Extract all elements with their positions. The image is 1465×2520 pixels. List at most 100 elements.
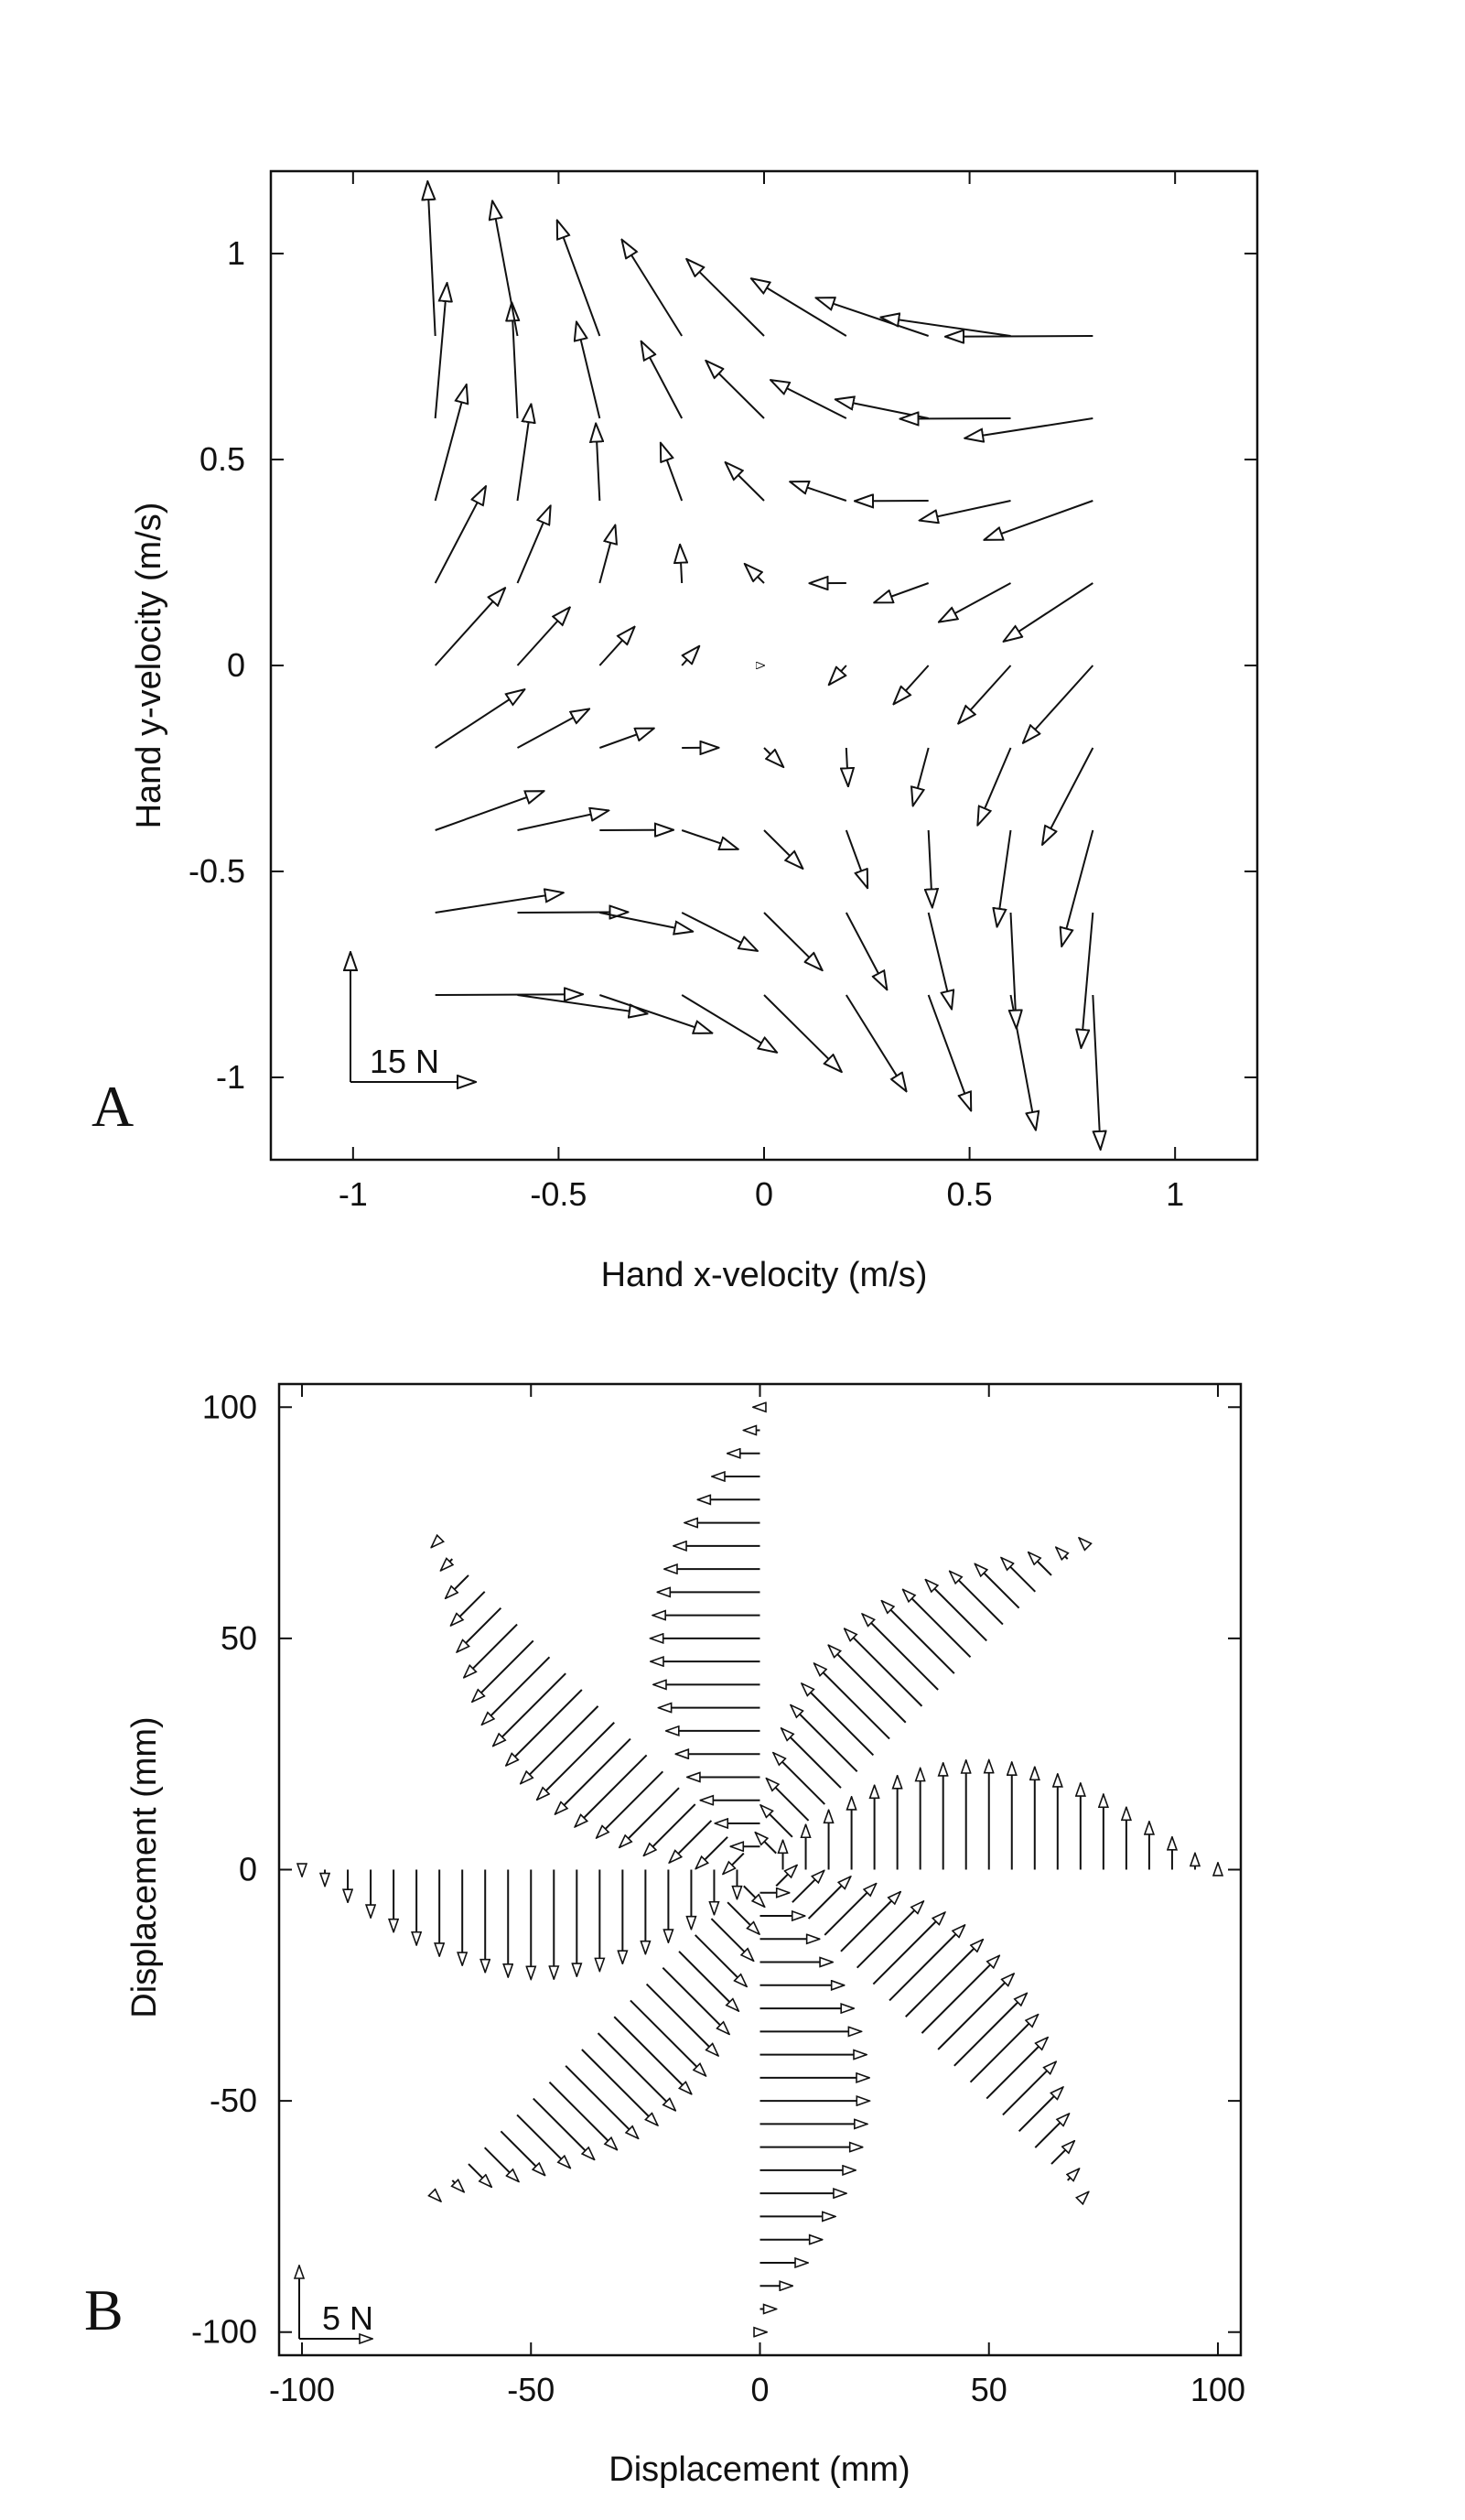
panel-a-scale-label: 15 N: [370, 1043, 439, 1080]
panel-b-xtick-label: 0: [750, 2371, 769, 2408]
panel-a-arrow: [435, 994, 583, 995]
panel-b-arrow: [969, 2015, 1039, 2083]
panel-a-arrow: [681, 994, 777, 1053]
panel-b-arrow: [464, 1623, 518, 1678]
panel-b-arrow: [452, 2180, 464, 2192]
panel-b-arrow: [1050, 2141, 1074, 2165]
panel-a-arrow: [763, 912, 823, 970]
panel-a-ytick-label: -1: [216, 1058, 245, 1096]
panel-b-ytick-label: 100: [202, 1388, 257, 1425]
panel-b-arrow: [446, 1574, 469, 1598]
panel-a-arrow: [726, 462, 765, 502]
panel-b-xlabel: Displacement (mm): [609, 2450, 910, 2489]
panel-b-arrow: [872, 1912, 944, 1985]
panel-a-arrow: [434, 283, 447, 419]
panel-b-arrow: [743, 1885, 765, 1907]
panel-b-arrow: [925, 1580, 987, 1642]
panel-b-frame: [277, 1382, 1243, 2357]
panel-a-ticks: [271, 171, 1257, 1160]
panel-b-arrow: [468, 2163, 491, 2187]
panel-b-arrow: [845, 1628, 923, 1707]
panel-a-arrow: [434, 588, 505, 666]
panel-b-arrow: [565, 2065, 638, 2138]
panel-b-arrow: [710, 1918, 753, 1961]
panel-b-arrow: [921, 1955, 999, 2034]
panel-a-arrow: [984, 500, 1093, 540]
panel-a-arrow: [945, 336, 1093, 337]
panel-b-arrow: [975, 1563, 1020, 1609]
panel-a-arrow: [977, 747, 1012, 826]
panel-b-arrow: [1002, 2061, 1056, 2116]
panel-b-arrow: [1029, 1552, 1052, 1576]
panel-b-arrow: [767, 1779, 810, 1822]
panel-a-xtick-label: 0: [755, 1175, 773, 1213]
panel-a-arrow: [1092, 994, 1100, 1150]
panel-a-arrow: [434, 384, 467, 502]
panel-a-arrow: [846, 747, 848, 786]
panel-a-arrow: [427, 181, 436, 337]
panel-b-arrow: [436, 2197, 441, 2201]
panel-b-arrow: [521, 1705, 599, 1784]
panel-a-arrow: [874, 582, 930, 602]
panel-b-arrow: [903, 1589, 972, 1658]
panel-a-arrow: [512, 302, 517, 419]
panel-a-arrow: [686, 259, 765, 337]
panel-a-xlabel: Hand x-velocity (m/s): [601, 1256, 928, 1294]
panel-a-arrow: [958, 665, 1012, 724]
panel-b-scale-label: 5 N: [322, 2299, 373, 2337]
panel-a-arrow: [900, 418, 1011, 419]
panel-a-arrow: [1004, 582, 1093, 642]
panel-b-arrow: [678, 1951, 738, 2011]
panel-b-force-arrows: [302, 1407, 1218, 2331]
panel-a-arrow: [435, 791, 544, 831]
panel-b-arrow: [755, 1833, 777, 1855]
panel-a-arrow: [770, 380, 847, 419]
panel-a-arrow: [680, 545, 682, 584]
panel-b-ylabel: Displacement (mm): [125, 1716, 164, 2017]
panel-a-arrow: [681, 912, 758, 951]
panel-b-arrow: [889, 1925, 964, 2002]
panel-b-arrow: [840, 1892, 900, 1952]
panel-a-arrow: [681, 829, 738, 849]
panel-a-arrow: [1042, 747, 1094, 845]
panel-b-letter: B: [84, 2277, 124, 2342]
panel-a-xtick-label: -1: [339, 1175, 368, 1213]
panel-a-arrow: [927, 994, 972, 1110]
panel-b-arrow: [1056, 1547, 1068, 1559]
panel-b-ytick-label: -50: [210, 2082, 257, 2119]
panel-a-arrow: [641, 341, 684, 419]
panel-a-arrow: [763, 747, 783, 767]
panel-a-arrow: [1011, 912, 1017, 1029]
panel-b: -100 -50 0 50 100 -100 -50 0 50 100 5 N B Displac…: [84, 1382, 1245, 2489]
panel-b-ticks: [279, 1384, 1241, 2355]
panel-a-arrow: [492, 200, 519, 337]
panel-a-arrow: [517, 994, 648, 1013]
panel-a-arrow: [816, 297, 929, 337]
panel-b-ytick-label: -100: [191, 2313, 257, 2351]
panel-b-arrow: [506, 1689, 583, 1766]
panel-a-arrow: [516, 404, 532, 502]
panel-b-arrow: [695, 1836, 728, 1869]
panel-a-arrow: [845, 912, 887, 990]
panel-b-arrow: [791, 1705, 858, 1773]
panel-b-arrow: [781, 1728, 842, 1789]
panel-a-arrow: [845, 829, 867, 888]
panel-a-frame: [269, 169, 1259, 1162]
panel-b-arrow: [1079, 1538, 1083, 1542]
panel-b-arrow: [824, 1884, 876, 1936]
panel-b-arrow: [597, 2032, 676, 2111]
panel-a-arrow: [829, 665, 846, 685]
panel-b-arrow: [537, 1722, 615, 1801]
panel-b-arrow: [548, 2082, 617, 2150]
panel-a-arrow: [517, 810, 609, 831]
panel-b-arrow: [619, 1787, 680, 1847]
panel-a-arrow: [682, 646, 699, 666]
panel-a-arrow: [661, 443, 684, 502]
panel-b-arrow: [451, 1591, 486, 1626]
panel-a-arrow: [576, 322, 601, 419]
panel-a-arrow: [997, 829, 1012, 927]
panel-b-arrow: [1083, 2191, 1088, 2196]
panel-a-arrow: [939, 582, 1011, 622]
panel-b-arrow: [856, 1901, 924, 1969]
panel-a-letter: A: [92, 1074, 134, 1139]
